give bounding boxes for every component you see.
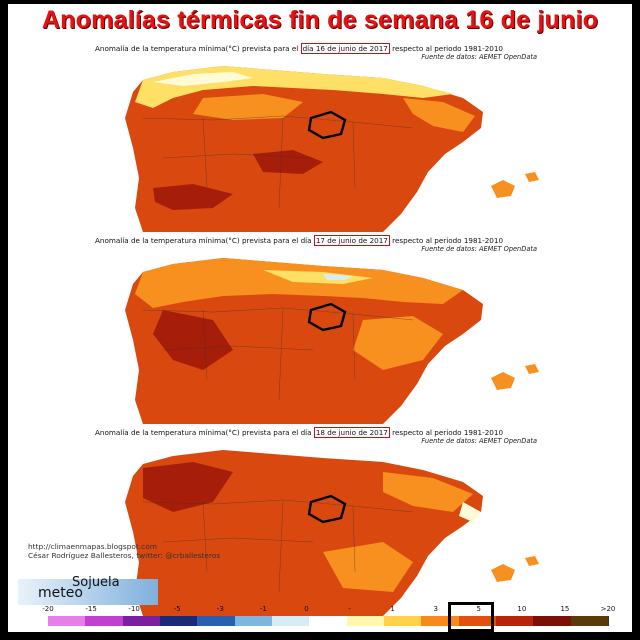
logo-text-sojuela: Sojuela — [72, 575, 120, 590]
map-panel-3: Anomalía de la temperatura mínima(°C) pr… — [83, 427, 543, 618]
panel-caption: Anomalía de la temperatura mínima(°C) pr… — [95, 235, 535, 246]
north-coast-near-zero — [153, 72, 253, 86]
legend-tick-label: -1 — [259, 605, 267, 613]
legend-tick-label: -3 — [216, 605, 224, 613]
balearic-island — [525, 556, 539, 566]
north-plateau-moderate — [193, 94, 303, 120]
anomaly-map — [125, 66, 539, 232]
northeast-moderate — [403, 98, 475, 132]
legend-swatch — [533, 616, 572, 626]
province-borders — [142, 499, 414, 593]
legend-tick-label: -15 — [85, 605, 97, 613]
caption-text: respecto al periodo 1981-2010 — [389, 236, 504, 245]
panel-caption: Anomalía de la temperatura mínima(°C) pr… — [95, 427, 535, 438]
legend-swatch — [309, 616, 348, 626]
legend-tick-label: 10 — [517, 605, 527, 613]
highlighted-region-outline — [307, 110, 347, 140]
legend-swatch — [160, 616, 199, 626]
page-content: Anomalías térmicas fin de semana 16 de j… — [8, 4, 632, 632]
province-borders — [142, 115, 414, 209]
legend-tick-label: 3 — [433, 605, 438, 613]
meteosojuela-logo: meteo Sojuela — [18, 575, 158, 605]
legend-swatch — [234, 616, 273, 626]
legend-tick-label: >20 — [600, 605, 616, 613]
legend-swatch — [384, 616, 423, 626]
map-panel-1: Anomalía de la temperatura mínima(°C) pr… — [83, 43, 543, 234]
data-source: Fuente de datos: AEMET OpenData — [421, 437, 537, 445]
legend-tick-label: -5 — [173, 605, 181, 613]
northeast-near-zero — [459, 502, 481, 522]
anomaly-map — [125, 258, 539, 424]
east-moderate — [353, 316, 443, 370]
legend-tick-label: - — [348, 605, 351, 613]
northwest-very-high — [143, 462, 233, 512]
date-highlight: 18 de junio de 2017 — [313, 427, 390, 438]
legend-tick-label: -20 — [42, 605, 54, 613]
balearic-island — [525, 364, 539, 374]
highlighted-region-outline — [307, 494, 347, 524]
caption-text: Anomalía de la temperatura mínima(°C) pr… — [95, 44, 301, 53]
map-panel-2: Anomalía de la temperatura mínima(°C) pr… — [83, 235, 543, 426]
southeast-moderate — [323, 542, 413, 592]
anomaly-map — [125, 450, 539, 616]
province-borders — [142, 307, 414, 401]
legend-swatch — [197, 616, 236, 626]
legend-tick-label: 5 — [476, 605, 481, 613]
page-title: Anomalías térmicas fin de semana 16 de j… — [41, 6, 599, 34]
data-source: Fuente de datos: AEMET OpenData — [421, 53, 537, 61]
data-source: Fuente de datos: AEMET OpenData — [421, 245, 537, 253]
southwest-very-high — [153, 184, 233, 210]
credit-author: César Rodríguez Ballesteros, twitter: @c… — [28, 551, 221, 560]
legend-tick-label: 1 — [390, 605, 395, 613]
north-coast-warm — [263, 270, 373, 284]
caption-text: respecto al periodo 1981-2010 — [389, 428, 504, 437]
caption-text: respecto al periodo 1981-2010 — [389, 44, 504, 53]
legend-tick-label: 0 — [304, 605, 309, 613]
date-highlight: día 16 de junio de 2017 — [300, 43, 390, 54]
balearic-island — [491, 180, 515, 198]
west-very-high — [153, 310, 233, 370]
panel-caption: Anomalía de la temperatura mínima(°C) pr… — [95, 43, 535, 54]
credit-block: http://climaenmapas.blogspot.com César R… — [28, 542, 288, 560]
legend-highlight-box — [448, 602, 494, 632]
northeast-moderate — [383, 472, 473, 512]
north-coast-near-zero — [323, 274, 353, 280]
legend-tick-label: 15 — [560, 605, 570, 613]
caption-text: Anomalía de la temperatura mínima(°C) pr… — [95, 428, 314, 437]
logo-text-meteo: meteo — [38, 585, 83, 601]
date-highlight: 17 de junio de 2017 — [313, 235, 390, 246]
north-moderate — [135, 258, 463, 308]
balearic-island — [525, 172, 539, 182]
legend-swatch — [346, 616, 385, 626]
caption-text: Anomalía de la temperatura mínima(°C) pr… — [95, 236, 314, 245]
legend-swatch — [122, 616, 161, 626]
color-legend: -20 -15 -10 -5 -3 -1 0-1 3 5 10 15 >20 — [8, 602, 632, 632]
highlighted-region-outline — [307, 302, 347, 332]
legend-swatch — [48, 616, 87, 626]
balearic-island — [491, 372, 515, 390]
legend-swatch — [272, 616, 311, 626]
credit-url[interactable]: http://climaenmapas.blogspot.com — [28, 542, 157, 551]
legend-swatch — [85, 616, 124, 626]
legend-swatch — [570, 616, 609, 626]
legend-tick-label: -10 — [128, 605, 140, 613]
balearic-island — [491, 564, 515, 582]
legend-swatch — [496, 616, 535, 626]
